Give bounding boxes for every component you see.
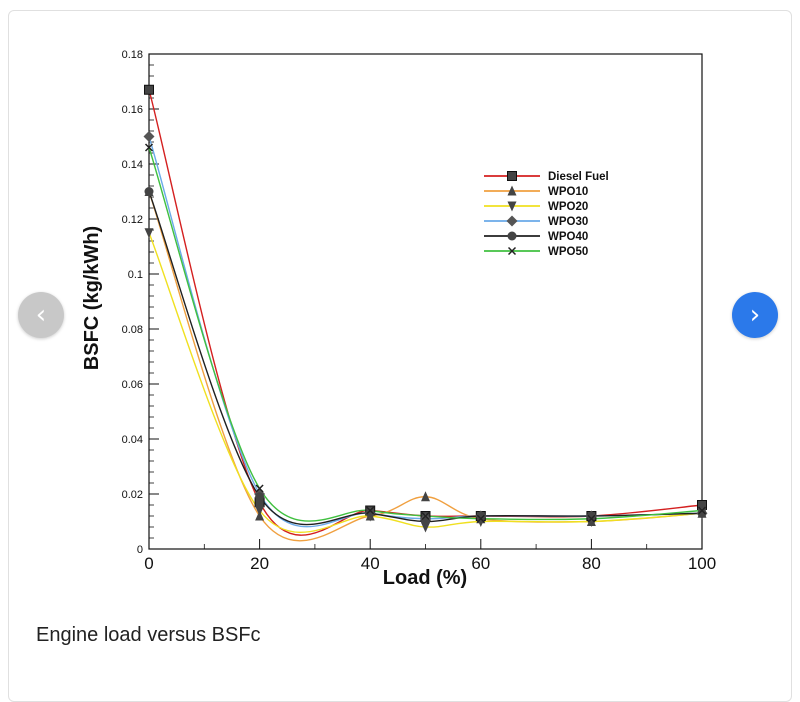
data-point-wpo50: [476, 514, 485, 523]
previous-image-button[interactable]: ‹: [18, 292, 64, 338]
y-tick-label: 0: [137, 544, 143, 556]
legend-label-diesel-fuel: Diesel Fuel: [548, 171, 609, 183]
y-tick-label: 0.14: [122, 159, 143, 171]
series-line-wpo30: [148, 136, 703, 528]
x-marker-stroke: [476, 514, 485, 523]
x-marker-stroke: [366, 506, 375, 515]
legend-label-wpo30: WPO30: [548, 216, 588, 228]
data-point-wpo50: [587, 514, 596, 523]
data-point-wpo20: [255, 506, 265, 516]
data-point-wpo40: [697, 508, 707, 518]
series-line-wpo10: [148, 191, 703, 542]
x-marker-stroke: [255, 484, 264, 493]
y-tick-label: 0.08: [122, 324, 143, 336]
x-tick-label: 100: [688, 554, 716, 573]
series-line-wpo20: [148, 232, 703, 533]
x-marker-stroke: [697, 506, 707, 515]
data-point-wpo40: [476, 511, 486, 521]
x-tick-label: 60: [471, 554, 490, 573]
data-point-diesel-fuel: [144, 84, 154, 95]
chevron-right-icon: ›: [749, 300, 761, 330]
chevron-left-icon: ‹: [35, 300, 47, 330]
legend-label-wpo10: WPO10: [548, 186, 588, 198]
y-axis-label: BSFC (kg/kWh): [81, 226, 103, 370]
data-point-wpo40: [255, 492, 265, 502]
legend-marker-wpo40: [507, 231, 517, 241]
data-point-wpo40: [144, 187, 154, 196]
y-tick-label: 0.16: [122, 104, 143, 116]
bsfc-chart: 0 0.02 0.04 0.06 0.08 0.1 0.12 0.14 0.16 0.18 0 20…: [81, 49, 716, 589]
y-tick-label: 0.04: [122, 434, 143, 446]
image-caption: Engine load versus BSFc: [36, 624, 261, 646]
x-tick-label: 20: [250, 554, 269, 573]
x-tick-label: 40: [361, 554, 380, 573]
y-tick-label: 0.06: [122, 379, 143, 391]
next-image-button[interactable]: ›: [732, 292, 778, 338]
legend-label-wpo50: WPO50: [548, 246, 588, 258]
legend-marker-wpo20: [507, 201, 517, 212]
legend-label-wpo20: WPO20: [548, 201, 588, 213]
data-point-wpo50: [255, 484, 264, 493]
series-line-diesel-fuel: [148, 89, 703, 536]
y-tick-label: 0.02: [122, 489, 143, 501]
y-tick-label: 0.1: [128, 269, 143, 281]
data-point-wpo40: [365, 508, 375, 518]
data-point-wpo10: [421, 491, 430, 502]
legend-marker-wpo30: [506, 215, 518, 227]
x-tick-label: 80: [582, 554, 601, 573]
series-line-wpo50: [148, 147, 703, 522]
x-tick-label: 0: [144, 554, 153, 573]
image-card: [8, 10, 792, 702]
y-tick-label: 0.18: [122, 49, 143, 61]
legend-marker-diesel-fuel: [507, 171, 517, 181]
x-marker-stroke: [587, 514, 596, 523]
series-line-wpo40: [148, 191, 703, 526]
legend-label-wpo40: WPO40: [548, 231, 588, 243]
y-tick-label: 0.12: [122, 214, 143, 226]
legend-marker-wpo10: [507, 185, 517, 196]
data-point-wpo50: [421, 511, 430, 521]
x-marker-stroke: [144, 143, 154, 152]
data-point-wpo40: [586, 511, 596, 521]
plot-frame: [148, 53, 703, 550]
data-point-wpo50: [366, 506, 375, 515]
data-point-wpo30: [143, 131, 155, 142]
x-axis-label: Load (%): [383, 567, 467, 589]
legend-marker-wpo50: [507, 246, 517, 256]
data-point-wpo50: [697, 506, 707, 515]
x-marker-stroke: [421, 511, 430, 521]
data-point-wpo20: [144, 228, 154, 239]
data-point-wpo50: [144, 143, 154, 152]
x-marker-stroke: [507, 246, 517, 256]
